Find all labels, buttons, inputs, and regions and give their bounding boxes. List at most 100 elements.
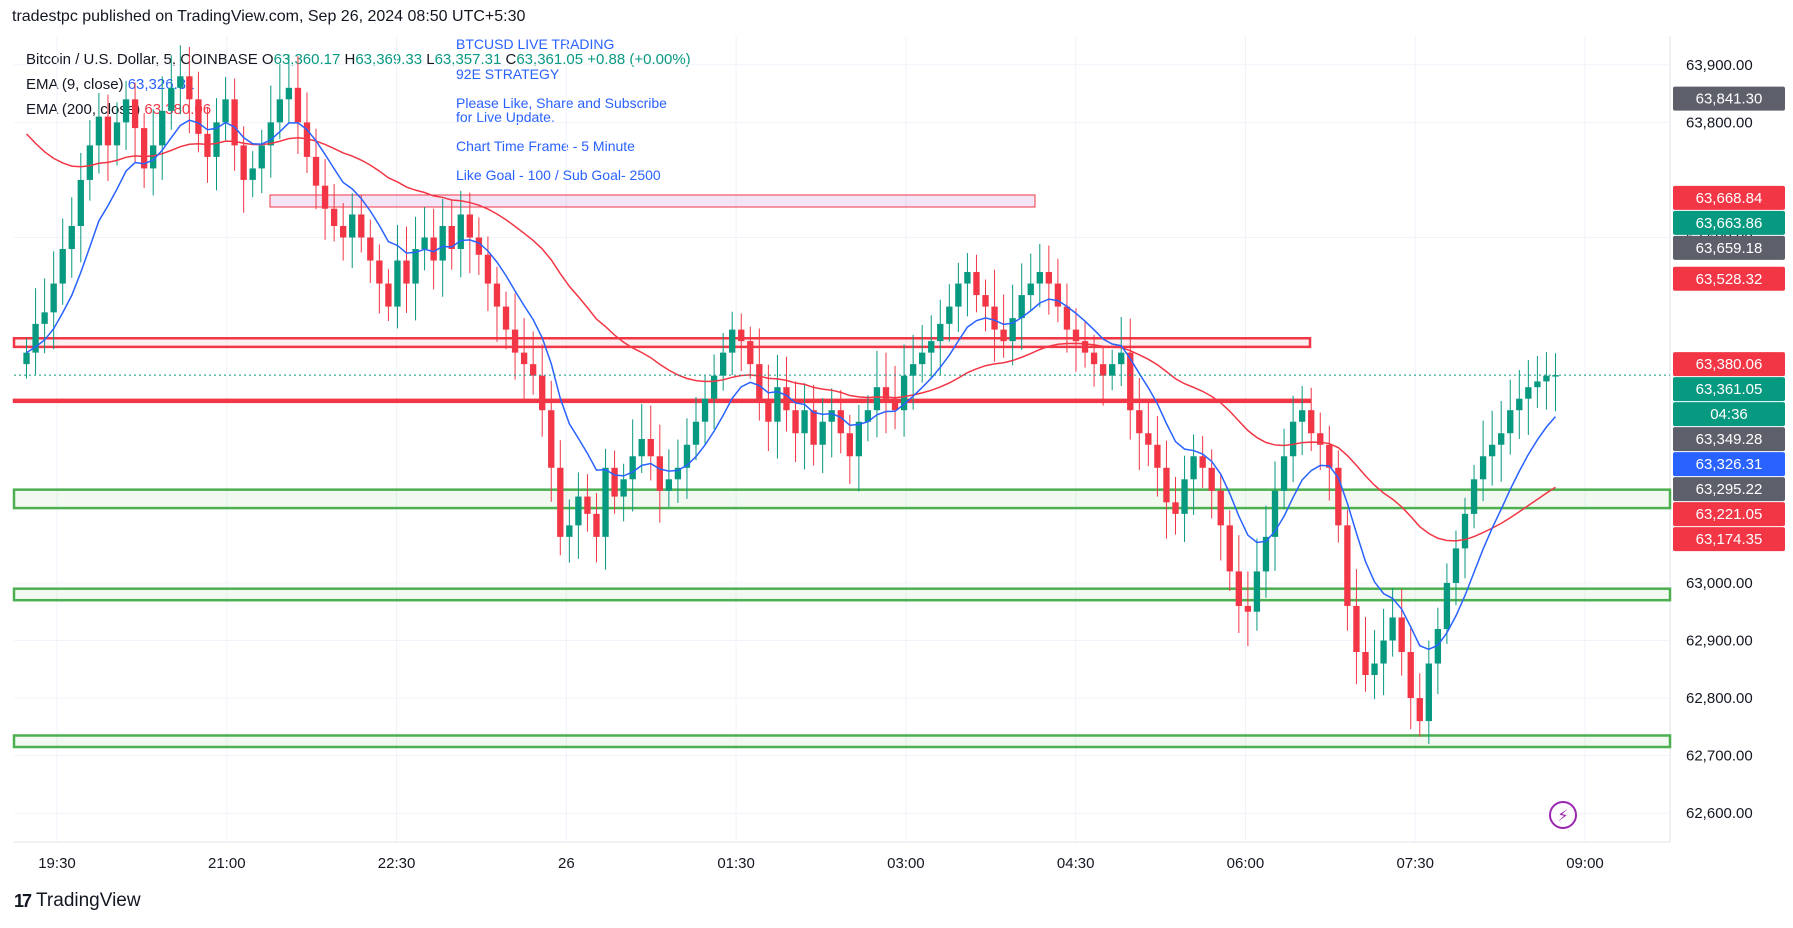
candle-body: [1145, 433, 1152, 445]
candle-body: [1335, 467, 1342, 526]
candle-body: [837, 410, 844, 434]
candle-body: [539, 375, 546, 411]
candle-body: [1425, 663, 1432, 722]
candle-body: [1407, 652, 1414, 699]
candle-body: [1090, 352, 1098, 365]
change-value: +0.88 (+0.00%): [587, 51, 691, 68]
y-tick-label: 62,800.00: [1686, 690, 1753, 707]
candle-body: [1534, 381, 1541, 388]
candle-body: [964, 272, 971, 284]
candle-body: [457, 214, 464, 250]
symbol-name[interactable]: Bitcoin / U.S. Dollar, 5, COINBASE: [26, 51, 258, 68]
note-title: BTCUSD LIVE TRADING: [456, 36, 615, 52]
candle-body: [430, 237, 437, 261]
candle-body: [575, 496, 582, 526]
candle-body: [1326, 444, 1333, 468]
candle-body: [1371, 663, 1378, 676]
x-tick-label: 04:30: [1057, 855, 1095, 872]
candle-body: [783, 387, 790, 411]
candle-body: [937, 323, 944, 342]
candle-body: [150, 145, 157, 169]
high-label: H: [344, 51, 356, 68]
candle-body: [864, 410, 872, 422]
x-tick-label: 06:00: [1227, 855, 1265, 872]
candle-body: [738, 329, 745, 342]
candle-body: [340, 225, 347, 238]
close-label: C: [505, 51, 517, 68]
candle-body: [231, 99, 238, 146]
candle-body: [358, 214, 365, 238]
support-zone: [12, 587, 1672, 602]
open-value: 63,360.17: [273, 51, 341, 68]
price-label-text: 63,659.18: [1696, 240, 1763, 257]
price-label-text: 63,361.05: [1696, 381, 1763, 398]
candle-body: [412, 249, 419, 284]
candle-body: [1470, 479, 1478, 514]
candle-body: [1109, 364, 1116, 376]
price-label-box: [1673, 377, 1785, 402]
candle-body: [195, 99, 202, 134]
candle-body: [1353, 605, 1360, 653]
candle-body: [891, 398, 899, 411]
candle-body: [59, 249, 66, 284]
note-strategy: 92E STRATEGY: [456, 66, 560, 82]
price-chart[interactable]: 19:30 21:00 22:30 26 01:30 03:00 04:30 06:00 07:…: [0, 0, 1793, 880]
candle-body: [855, 421, 863, 457]
price-label-text: 63,668.84: [1696, 190, 1763, 207]
candle-body: [1081, 341, 1089, 353]
candle-body: [1543, 375, 1550, 382]
candle-body: [213, 122, 220, 157]
candle-body: [1552, 375, 1559, 377]
lightning-icon: [1549, 801, 1577, 829]
candle-body: [1199, 456, 1206, 468]
candle-body: [955, 283, 962, 307]
candle-body: [846, 433, 853, 457]
candle-body: [692, 421, 700, 445]
candle-body: [186, 76, 193, 100]
price-label-box: [1673, 452, 1785, 477]
candle-body: [1036, 272, 1043, 284]
candle-body: [919, 352, 926, 365]
candle-body: [719, 352, 727, 376]
candle-body: [1443, 582, 1451, 629]
price-label-text: 63,174.35: [1696, 531, 1763, 548]
y-tick-label: 62,700.00: [1686, 748, 1753, 765]
y-tick-label: 63,900.00: [1686, 57, 1753, 74]
candle-body: [1416, 698, 1423, 722]
candle-body: [665, 479, 673, 491]
candle-body: [303, 122, 311, 157]
publish-header: tradestpc published on TradingView.com, …: [12, 8, 526, 25]
candle-body: [113, 122, 121, 146]
price-label-text: 63,841.30: [1696, 91, 1763, 108]
candle-body: [593, 513, 600, 537]
candle-body: [1344, 525, 1351, 606]
candle-body: [1000, 329, 1007, 342]
candle-body: [1289, 421, 1297, 457]
candle-body: [882, 387, 890, 399]
candle-body: [710, 375, 718, 399]
goal-highlight-box: [269, 194, 1036, 208]
lightning-icon: ⚡: [1557, 808, 1568, 825]
candle-body: [168, 87, 175, 111]
price-label-text: 63,528.32: [1696, 271, 1763, 288]
candle-body: [548, 410, 555, 468]
candle-body: [873, 387, 881, 411]
candle-body: [131, 99, 139, 129]
candle-body: [285, 87, 293, 100]
note-subscribe: Please Like, Share and Subscribe: [456, 95, 667, 111]
candle-body: [267, 122, 274, 146]
candle-body: [1172, 502, 1179, 514]
candle-body: [1479, 456, 1487, 480]
candle-body: [448, 225, 455, 250]
candle-body: [403, 260, 410, 284]
candle-body: [330, 208, 338, 226]
candle-body: [204, 133, 211, 157]
price-label-text: 04:36: [1710, 406, 1748, 423]
price-label-box: [1673, 502, 1785, 527]
price-label-box: [1673, 527, 1785, 552]
ema200-line: [25, 133, 1556, 542]
candle-body: [32, 323, 39, 353]
x-tick-label: 01:30: [717, 855, 755, 872]
x-tick-label: 22:30: [378, 855, 416, 872]
candle-body: [321, 185, 329, 209]
